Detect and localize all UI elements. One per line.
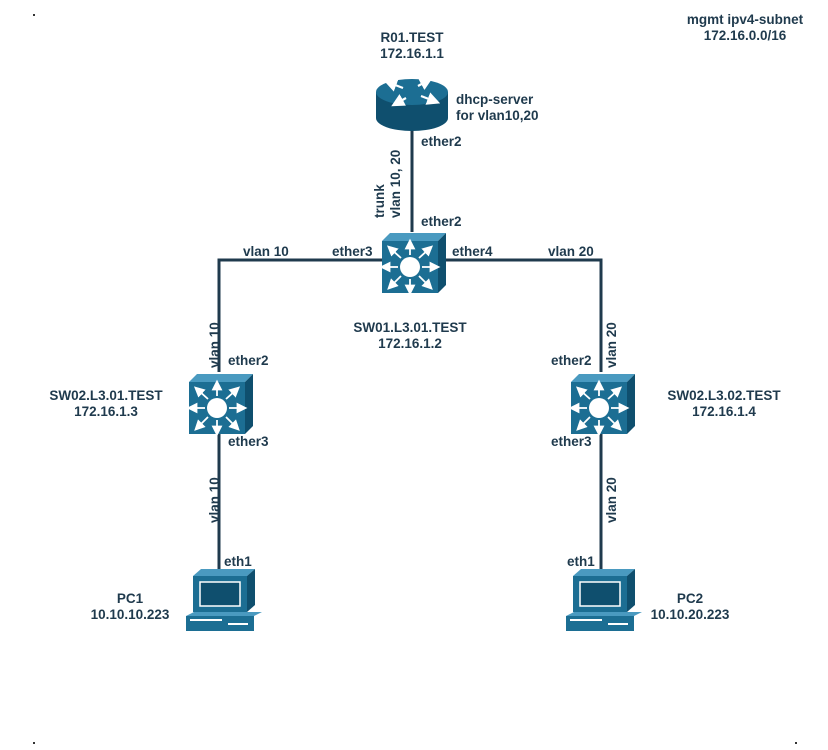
sw02b-label: SW02.L3.02.TEST 172.16.1.4 bbox=[667, 388, 780, 420]
sw02a-name: SW02.L3.01.TEST bbox=[49, 388, 163, 403]
r01-name: R01.TEST bbox=[380, 30, 444, 45]
sw02b-name: SW02.L3.02.TEST bbox=[667, 388, 781, 403]
port-pc2-eth1: eth1 bbox=[567, 554, 595, 569]
pc2-name: PC2 bbox=[676, 591, 704, 606]
port-sw01-ether3: ether3 bbox=[332, 244, 373, 259]
mgmt-subnet-label: mgmt ipv4-subnet 172.16.0.0/16 bbox=[687, 12, 803, 44]
port-sw01-ether4: ether4 bbox=[452, 244, 493, 259]
trunk-line1: trunk bbox=[372, 184, 387, 218]
link-label-sw01-sw02a-h: vlan 10 bbox=[243, 244, 289, 259]
port-sw01-ether2: ether2 bbox=[421, 214, 462, 229]
pc1-name: PC1 bbox=[116, 591, 144, 606]
mgmt-title: mgmt ipv4-subnet bbox=[686, 12, 804, 27]
workstation-icon[interactable] bbox=[186, 569, 262, 631]
dhcp-note-line1: dhcp-server bbox=[456, 92, 534, 107]
link-label-sw01-sw02a-v: vlan 10 bbox=[207, 322, 222, 368]
r01-ip: 172.16.1.1 bbox=[380, 46, 444, 61]
link-sw01-sw02b bbox=[442, 258, 603, 372]
port-sw02b-ether2: ether2 bbox=[551, 353, 592, 368]
link-sw01-sw02a bbox=[217, 258, 382, 372]
trunk-line2: vlan 10, 20 bbox=[388, 149, 403, 218]
sw02b-ip: 172.16.1.4 bbox=[692, 404, 756, 419]
port-sw02a-ether2: ether2 bbox=[228, 353, 269, 368]
corner-dot bbox=[795, 742, 797, 744]
port-sw02a-ether3: ether3 bbox=[228, 434, 269, 449]
sw01-label: SW01.L3.01.TEST 172.16.1.2 bbox=[353, 320, 466, 352]
link-label-trunk: trunk vlan 10, 20 bbox=[372, 150, 404, 218]
l3-switch-icon[interactable] bbox=[186, 374, 253, 437]
r01-label: R01.TEST 172.16.1.1 bbox=[380, 30, 444, 62]
corner-dot bbox=[33, 742, 35, 744]
sw01-name: SW01.L3.01.TEST bbox=[353, 320, 467, 335]
pc1-label: PC1 10.10.10.223 bbox=[91, 591, 170, 623]
sw01-ip: 172.16.1.2 bbox=[378, 336, 442, 351]
sw02a-label: SW02.L3.01.TEST 172.16.1.3 bbox=[49, 388, 162, 420]
pc2-ip: 10.10.20.223 bbox=[650, 607, 730, 622]
link-label-sw01-sw02b-v: vlan 20 bbox=[604, 322, 619, 368]
link-label-sw02b-pc2: vlan 20 bbox=[604, 477, 619, 523]
mgmt-subnet: 172.16.0.0/16 bbox=[703, 28, 787, 43]
port-r01-ether2: ether2 bbox=[421, 134, 462, 149]
corner-dot bbox=[33, 14, 35, 16]
l3-switch-icon[interactable] bbox=[568, 374, 635, 437]
pc2-label: PC2 10.10.20.223 bbox=[651, 591, 730, 623]
dhcp-note-line2: for vlan10,20 bbox=[456, 108, 539, 123]
router-icon[interactable] bbox=[376, 77, 448, 131]
dhcp-note: dhcp-server for vlan10,20 bbox=[456, 92, 539, 124]
port-sw02b-ether3: ether3 bbox=[551, 434, 592, 449]
l3-switch-icon[interactable] bbox=[379, 233, 446, 296]
sw02a-ip: 172.16.1.3 bbox=[74, 404, 138, 419]
link-label-sw02a-pc1: vlan 10 bbox=[207, 477, 222, 523]
port-pc1-eth1: eth1 bbox=[224, 554, 252, 569]
link-label-sw01-sw02b-h: vlan 20 bbox=[548, 244, 594, 259]
pc1-ip: 10.10.10.223 bbox=[90, 607, 170, 622]
workstation-icon[interactable] bbox=[566, 569, 642, 631]
